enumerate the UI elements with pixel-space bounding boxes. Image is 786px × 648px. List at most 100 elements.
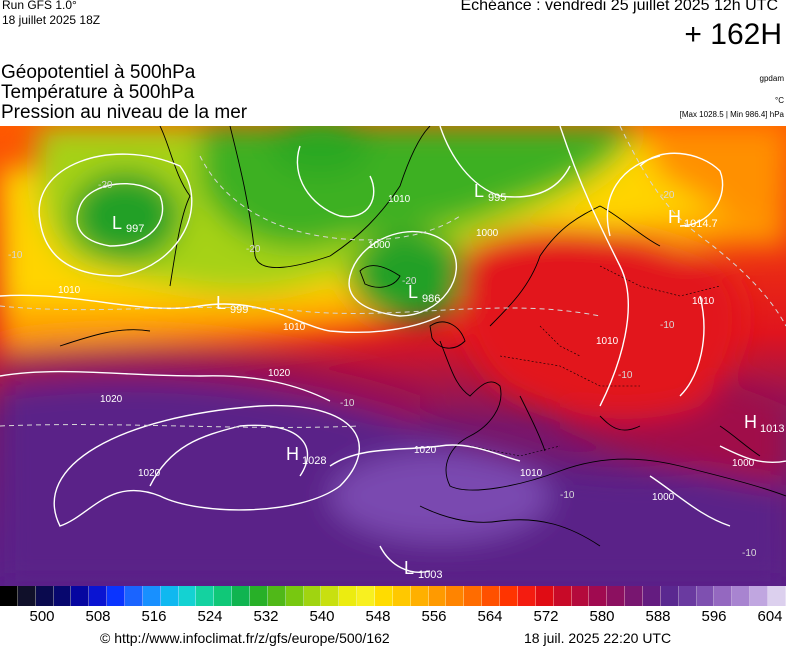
- color-scale-cell: [232, 586, 251, 606]
- isobar-label: 1010: [520, 468, 543, 479]
- color-scale-cell: [35, 586, 54, 606]
- pressure-center-value: 995: [488, 192, 506, 204]
- color-scale-cell: [500, 586, 518, 606]
- color-scale-cell: [339, 586, 358, 606]
- color-scale-cell: [446, 586, 465, 606]
- pressure-center-value: 999: [230, 304, 248, 316]
- color-scale-cell: [89, 586, 108, 606]
- color-scale-cell: [107, 586, 126, 606]
- color-scale-cell: [642, 586, 661, 606]
- pressure-center-low: L: [474, 181, 484, 201]
- color-scale-cell: [410, 586, 429, 606]
- pressure-center-value: 997: [126, 223, 144, 235]
- color-scale-cell: [196, 586, 215, 606]
- color-scale-label: 564: [477, 608, 503, 625]
- isobar-label: 1010: [596, 336, 619, 347]
- color-scale-label: 500: [29, 608, 55, 625]
- lead-time: + 162H: [684, 18, 782, 51]
- isobars: [0, 126, 786, 573]
- pressure-maxmin: [Max 1028.5 | Min 986.4] hPa: [679, 110, 784, 119]
- color-scale-label: 508: [85, 608, 111, 625]
- color-scale-cell: [71, 586, 90, 606]
- unit-temperature: °C: [775, 96, 784, 105]
- color-scale-cell: [732, 586, 751, 606]
- isotherms: [0, 126, 786, 428]
- pressure-center-low: L: [112, 213, 122, 233]
- isobar-label: 1000: [368, 240, 391, 251]
- isotherm-labels: -20 -20 -10 -10 -10 -20 -20 -10 -10 -10: [8, 180, 757, 559]
- pressure-centers: L 997 L 999 L 986 L 995 H 1014.7 H 1028 …: [112, 181, 784, 581]
- generated-time: 18 juil. 2025 22:20 UTC: [524, 630, 672, 646]
- color-scale-label: 588: [645, 608, 671, 625]
- pressure-center-high: H: [744, 412, 757, 432]
- color-scale-cell: [482, 586, 501, 606]
- color-scale-cell: [142, 586, 161, 606]
- isobar-label: 1000: [732, 458, 755, 469]
- color-scale-cell: [125, 586, 143, 606]
- unit-geopotential: gpdam: [759, 74, 784, 83]
- pressure-center-low: L: [404, 558, 414, 578]
- isobar-label: 1010: [692, 296, 715, 307]
- isotherm-label: -10: [8, 250, 23, 261]
- color-scale-label: 596: [701, 608, 727, 625]
- color-scale-label: 580: [589, 608, 615, 625]
- title-line-2: Température à 500hPa: [1, 82, 195, 103]
- pressure-center-low: L: [216, 293, 226, 313]
- isobar-label: 1020: [100, 394, 123, 405]
- isobar-label: 1000: [476, 228, 499, 239]
- country-borders: [469, 265, 721, 457]
- color-scale-label: 572: [533, 608, 559, 625]
- isotherm-label: -20: [98, 180, 113, 191]
- run-date: 18 juillet 2025 18Z: [2, 13, 101, 27]
- color-scale-label: 548: [365, 608, 391, 625]
- color-scale-cell: [160, 586, 179, 606]
- color-scale-cell: [589, 586, 608, 606]
- color-scale-cell: [696, 586, 715, 606]
- echeance-label: Echéance : vendredi 25 juillet 2025 12h …: [460, 0, 778, 14]
- color-scale-cell: [428, 586, 447, 606]
- color-scale-label: 604: [757, 608, 783, 625]
- weather-map[interactable]: L 997 L 999 L 986 L 995 H 1014.7 H 1028 …: [0, 126, 786, 586]
- isobar-label: 1010: [283, 322, 306, 333]
- color-scale-cell: [321, 586, 340, 606]
- isotherm-label: -20: [402, 276, 417, 287]
- pressure-center-value: 1028: [302, 455, 326, 467]
- color-scale-cell: [767, 586, 786, 606]
- isotherm-label: -20: [246, 244, 261, 255]
- title-line-1: Géopotentiel à 500hPa: [1, 62, 196, 83]
- color-scale-cell: [392, 586, 411, 606]
- run-label: Run GFS 1.0°: [2, 0, 77, 12]
- color-scale-cell: [660, 586, 679, 606]
- isotherm-label: -10: [618, 370, 633, 381]
- isobar-label: 1020: [414, 445, 437, 456]
- color-scale-cell: [517, 586, 536, 606]
- color-scale-cell: [357, 586, 376, 606]
- pressure-center-low: L: [408, 282, 418, 302]
- coastlines: [59, 126, 786, 547]
- isotherm-label: -10: [560, 490, 575, 501]
- color-scale-label: 532: [253, 608, 279, 625]
- isotherm-label: -10: [340, 398, 355, 409]
- isotherm-label: -10: [742, 548, 757, 559]
- pressure-center-value: 986: [422, 293, 440, 305]
- pressure-center-value: 1003: [418, 569, 442, 581]
- color-scale-cell: [214, 586, 233, 606]
- isobar-label: 1000: [652, 492, 675, 503]
- pressure-center-high: H: [668, 207, 681, 227]
- color-scale: [0, 586, 786, 606]
- isobar-label: 1020: [138, 468, 161, 479]
- color-scale-cell: [303, 586, 322, 606]
- isobar-labels: 1010 1000 1010 1020 1020 1020 1010 1000 …: [58, 194, 755, 503]
- source-url[interactable]: © http://www.infoclimat.fr/z/gfs/europe/…: [100, 630, 390, 646]
- color-scale-cell: [714, 586, 733, 606]
- color-scale-cell: [535, 586, 554, 606]
- color-scale-cell: [17, 586, 36, 606]
- color-scale-cell: [375, 586, 393, 606]
- color-scale-cell: [250, 586, 268, 606]
- color-scale-cell: [625, 586, 643, 606]
- color-scale-cell: [553, 586, 572, 606]
- pressure-center-high: H: [286, 444, 299, 464]
- color-scale-label: 516: [141, 608, 167, 625]
- color-scale-cell: [571, 586, 590, 606]
- isotherm-label: -10: [660, 320, 675, 331]
